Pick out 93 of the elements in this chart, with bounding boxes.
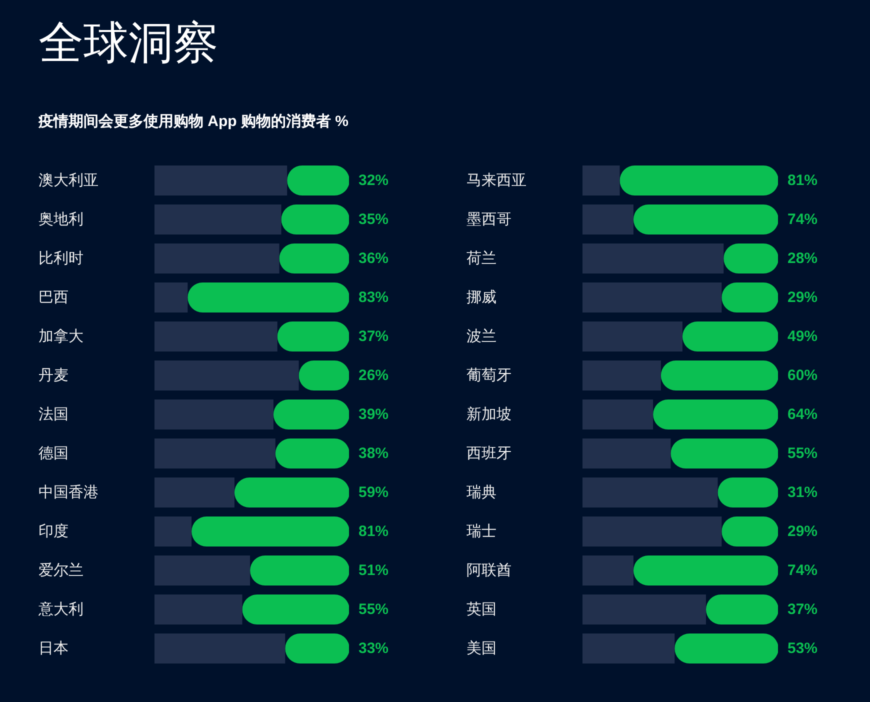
y-tick-label: 比利时 xyxy=(38,250,84,267)
data-label: 35% xyxy=(358,211,389,228)
bar xyxy=(582,594,706,624)
bar xyxy=(154,244,280,274)
data-label: 37% xyxy=(788,601,818,618)
data-label: 60% xyxy=(788,367,818,384)
data-label: 81% xyxy=(358,523,389,540)
data-label: 55% xyxy=(788,445,818,462)
y-tick-label: 印度 xyxy=(38,523,68,540)
data-label: 83% xyxy=(358,289,389,306)
data-label: 39% xyxy=(358,406,389,423)
bar xyxy=(582,400,654,430)
bar xyxy=(242,594,349,624)
bar xyxy=(582,244,724,274)
bar xyxy=(154,360,299,390)
data-label: 32% xyxy=(358,172,389,189)
data-label: 59% xyxy=(358,484,389,501)
bar xyxy=(234,478,349,508)
y-tick-label: 爱尔兰 xyxy=(38,562,84,579)
data-label: 33% xyxy=(358,640,389,657)
bar xyxy=(188,282,349,312)
bar xyxy=(154,516,192,546)
data-label: 29% xyxy=(788,523,818,540)
y-tick-label: 西班牙 xyxy=(466,445,512,462)
bar xyxy=(250,556,349,586)
data-label: 51% xyxy=(358,562,389,579)
data-label: 26% xyxy=(358,367,389,384)
data-label: 36% xyxy=(358,250,389,267)
bar xyxy=(582,204,634,234)
chart-title: 全球洞察 xyxy=(38,17,218,68)
data-label: 31% xyxy=(788,484,818,501)
data-label: 29% xyxy=(788,289,818,306)
y-tick-label: 美国 xyxy=(466,640,496,657)
bar xyxy=(582,478,718,508)
bar xyxy=(653,400,778,430)
y-tick-label: 澳大利亚 xyxy=(38,172,98,189)
y-tick-label: 波兰 xyxy=(466,328,496,345)
y-tick-label: 葡萄牙 xyxy=(466,367,512,384)
bar xyxy=(582,322,682,352)
bar xyxy=(582,516,722,546)
bar xyxy=(154,400,274,430)
data-label: 74% xyxy=(788,562,818,579)
data-label: 28% xyxy=(788,250,818,267)
bar xyxy=(620,166,778,196)
bar xyxy=(154,634,286,664)
bar xyxy=(582,166,620,196)
data-label: 49% xyxy=(788,328,818,345)
y-tick-label: 奥地利 xyxy=(38,211,84,228)
y-tick-label: 德国 xyxy=(38,445,68,462)
bar xyxy=(192,516,349,546)
bar xyxy=(582,282,722,312)
data-label: 64% xyxy=(788,406,818,423)
y-tick-label: 日本 xyxy=(38,640,68,657)
y-tick-label: 马来西亚 xyxy=(466,172,526,189)
data-label: 37% xyxy=(358,328,389,345)
bar xyxy=(674,634,778,664)
y-tick-label: 挪威 xyxy=(466,289,496,306)
bar xyxy=(582,634,675,664)
y-tick-label: 丹麦 xyxy=(38,367,68,384)
bar xyxy=(154,478,234,508)
bar xyxy=(154,594,242,624)
bar xyxy=(154,204,282,234)
y-tick-label: 瑞典 xyxy=(466,484,496,501)
bar xyxy=(154,282,188,312)
y-tick-label: 墨西哥 xyxy=(466,211,512,228)
bar xyxy=(582,438,671,468)
bar xyxy=(154,322,278,352)
y-tick-label: 加拿大 xyxy=(38,328,84,345)
data-label: 81% xyxy=(788,172,818,189)
data-label: 53% xyxy=(788,640,818,657)
y-tick-label: 英国 xyxy=(466,601,496,618)
bar xyxy=(670,438,778,468)
data-label: 38% xyxy=(358,445,389,462)
data-label: 74% xyxy=(788,211,818,228)
y-tick-label: 瑞士 xyxy=(466,523,496,540)
bar xyxy=(660,360,778,390)
y-tick-label: 法国 xyxy=(38,406,68,423)
y-tick-label: 荷兰 xyxy=(466,250,496,267)
y-tick-label: 意大利 xyxy=(38,601,84,618)
y-tick-label: 中国香港 xyxy=(38,484,98,501)
bar xyxy=(154,438,276,468)
bar xyxy=(154,166,288,196)
bar xyxy=(682,322,778,352)
bar xyxy=(633,204,778,234)
bar xyxy=(582,360,661,390)
bar xyxy=(633,556,778,586)
data-label: 55% xyxy=(358,601,389,618)
y-tick-label: 阿联酋 xyxy=(466,562,512,579)
y-tick-label: 新加坡 xyxy=(466,406,512,423)
chart-subtitle: 疫情期间会更多使用购物 App 购物的消费者 % xyxy=(38,113,348,130)
y-tick-label: 巴西 xyxy=(38,289,68,306)
bar xyxy=(154,556,250,586)
bar xyxy=(582,556,634,586)
